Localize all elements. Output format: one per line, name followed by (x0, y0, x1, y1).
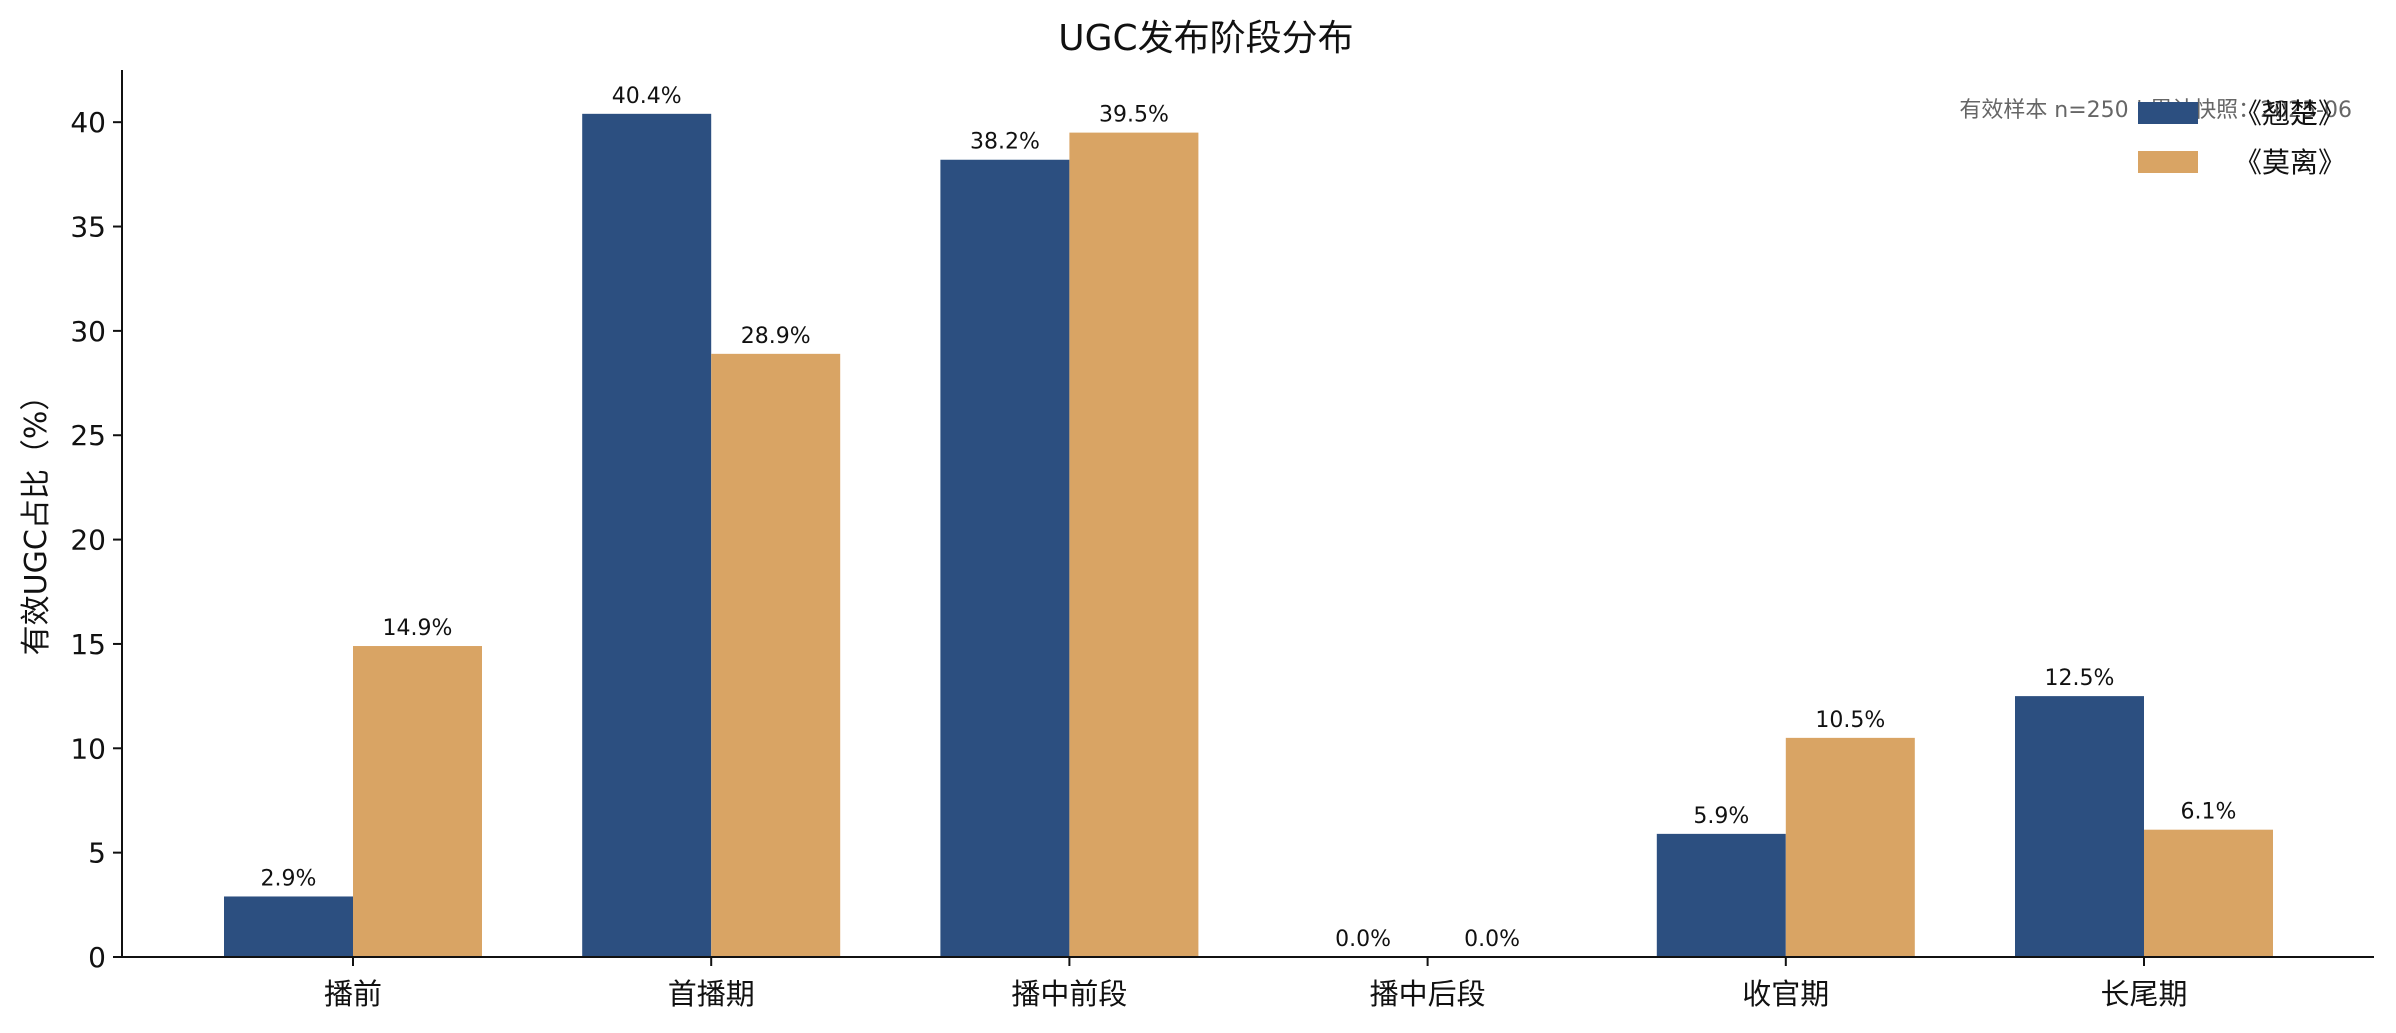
x-tick-label: 收官期 (1742, 977, 1829, 1011)
data-label: 0.0% (1464, 927, 1520, 952)
bar-1-5 (1656, 833, 1786, 957)
y-tick-label: 0 (88, 941, 106, 974)
bar-2-1 (353, 646, 482, 957)
data-label: 39.5% (1099, 103, 1169, 128)
x-tick-label: 首播期 (668, 977, 755, 1011)
data-label: 12.5% (2045, 666, 2115, 691)
y-tick-label: 35 (70, 211, 106, 244)
legend-swatch-2 (2138, 151, 2198, 173)
bar-2-6 (2144, 829, 2273, 957)
y-tick-label: 20 (70, 524, 106, 557)
legend-label-1: 《翘楚》 (2234, 97, 2346, 130)
bar-2-2 (711, 353, 841, 958)
y-axis-label: 有效UGC占比（%） (19, 381, 54, 656)
x-tick-label: 长尾期 (2100, 977, 2187, 1011)
y-tick-label: 40 (70, 106, 106, 139)
bar-1-3 (940, 159, 1070, 957)
y-tick-label: 5 (88, 837, 106, 870)
data-label: 2.9% (261, 866, 317, 891)
bar-1-6 (2015, 696, 2144, 957)
data-label: 28.9% (741, 324, 811, 349)
data-label: 5.9% (1693, 804, 1749, 829)
x-tick-label: 播前 (324, 977, 382, 1011)
bar-1-2 (582, 113, 712, 957)
legend-swatch-1 (2138, 102, 2198, 124)
x-tick-label: 播中后段 (1370, 977, 1486, 1011)
chart-title: UGC发布阶段分布 (1058, 18, 1353, 59)
legend: 《翘楚》《莫离》 (2138, 97, 2346, 179)
y-tick-label: 15 (70, 628, 106, 661)
plot-area: 2.9% 40.4% 38.2% 0.0% 5.9% 12.5% 14.9% 28.9% 39.… (70, 70, 2374, 1011)
legend-label-2: 《莫离》 (2234, 146, 2346, 179)
bar-1-1 (224, 896, 353, 957)
data-label: 6.1% (2181, 800, 2237, 825)
bar-2-3 (1069, 132, 1199, 958)
data-label: 38.2% (970, 130, 1040, 155)
x-tick-label: 播中前段 (1011, 977, 1127, 1011)
y-tick-label: 25 (70, 419, 106, 452)
bar-2-5 (1785, 737, 1915, 957)
data-label: 14.9% (383, 616, 453, 641)
y-tick-label: 10 (70, 732, 106, 765)
data-label: 0.0% (1335, 927, 1391, 952)
data-label: 10.5% (1815, 708, 1885, 733)
data-label: 40.4% (612, 84, 682, 109)
y-tick-label: 30 (70, 315, 106, 348)
